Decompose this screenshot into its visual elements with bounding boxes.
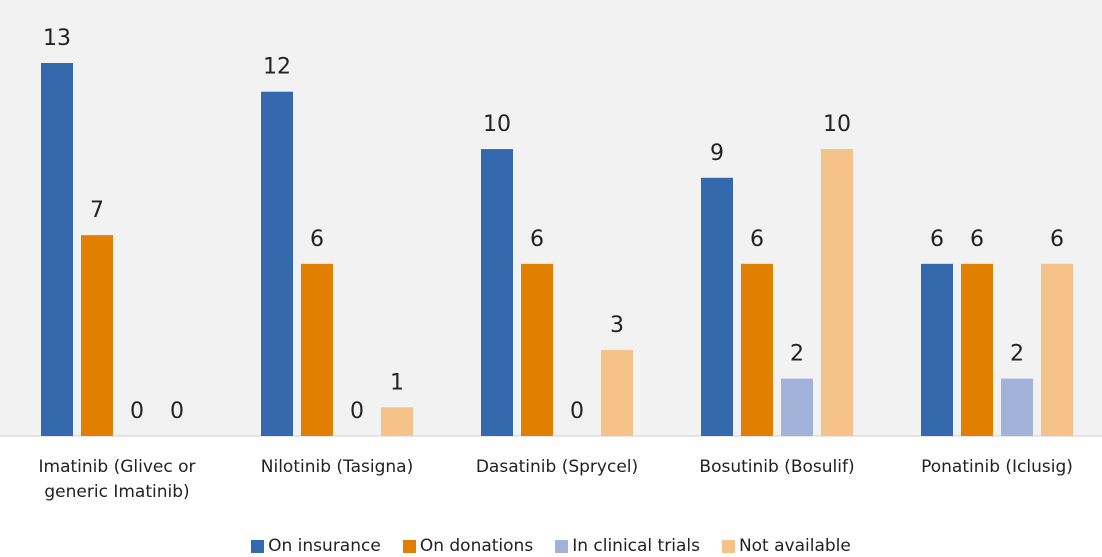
- data-label: 0: [350, 399, 364, 424]
- data-label: 0: [570, 399, 584, 424]
- data-label: 10: [483, 112, 511, 137]
- data-label: 3: [610, 313, 624, 338]
- bar: [81, 235, 113, 436]
- bar: [381, 407, 413, 436]
- legend-item: On donations: [402, 536, 534, 556]
- legend-swatch: [721, 539, 735, 553]
- data-label: 6: [310, 227, 324, 252]
- legend-item: In clinical trials: [555, 536, 700, 556]
- legend-item: On insurance: [251, 536, 381, 556]
- data-label: 12: [263, 55, 291, 80]
- x-tick-label: Nilotinib (Tasigna): [260, 457, 414, 477]
- bar: [741, 263, 773, 436]
- data-label: 9: [710, 141, 724, 166]
- data-label: 7: [90, 198, 104, 223]
- bar: [821, 149, 853, 437]
- data-label: 10: [823, 112, 851, 137]
- data-label: 6: [1050, 227, 1064, 252]
- bar: [41, 63, 73, 436]
- legend-item: Not available: [721, 536, 851, 556]
- data-label: 0: [170, 399, 184, 424]
- legend-label: In clinical trials: [572, 536, 700, 556]
- data-label: 0: [130, 399, 144, 424]
- data-label: 6: [970, 227, 984, 252]
- x-tick-label: Dasatinib (Sprycel): [475, 457, 639, 477]
- bar: [481, 149, 513, 437]
- data-label: 2: [790, 342, 804, 367]
- legend-swatch: [555, 539, 569, 553]
- data-label: 6: [750, 227, 764, 252]
- bar: [701, 177, 733, 436]
- bar: [921, 263, 953, 436]
- data-label: 6: [930, 227, 944, 252]
- data-label: 13: [43, 26, 71, 51]
- bar: [521, 263, 553, 436]
- x-tick-label: Imatinib (Glivec or generic Imatinib): [38, 457, 196, 502]
- legend-swatch: [402, 539, 416, 553]
- bar: [1041, 263, 1073, 436]
- data-label: 1: [390, 370, 404, 395]
- bar: [961, 263, 993, 436]
- legend-label: On donations: [419, 536, 534, 556]
- legend-label: On insurance: [268, 536, 381, 556]
- bar: [301, 263, 333, 436]
- bar: [601, 349, 633, 436]
- x-tick-label: Bosutinib (Bosulif): [699, 457, 855, 477]
- bar: [261, 91, 293, 436]
- legend: On insurance On donations In clinical tria…: [0, 536, 1102, 556]
- legend-swatch: [251, 539, 265, 553]
- x-tick-label: Ponatinib (Iclusig): [921, 457, 1073, 477]
- bar: [781, 378, 813, 436]
- data-label: 2: [1010, 342, 1024, 367]
- data-label: 6: [530, 227, 544, 252]
- legend-label: Not available: [738, 536, 851, 556]
- bar: [1001, 378, 1033, 436]
